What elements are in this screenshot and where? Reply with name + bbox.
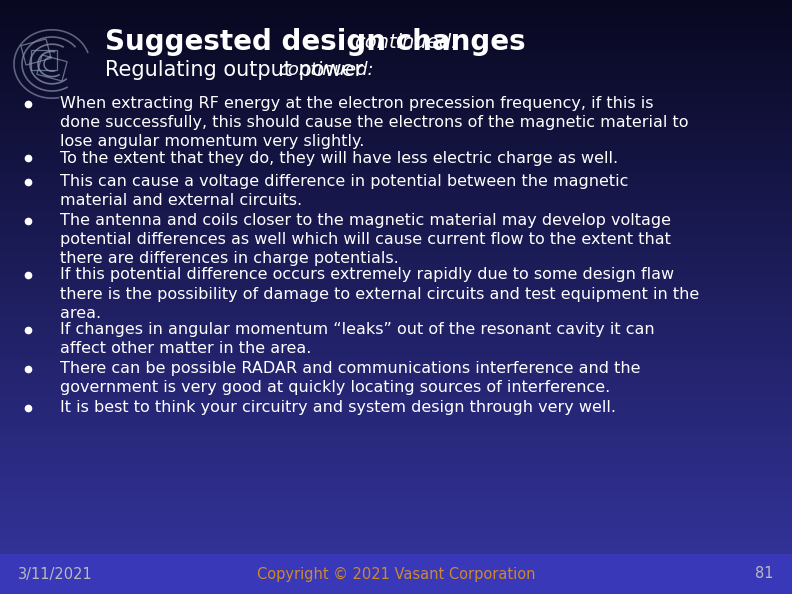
- Text: When extracting RF energy at the electron precession frequency, if this is
done : When extracting RF energy at the electro…: [60, 96, 688, 150]
- Text: Suggested design changes: Suggested design changes: [105, 28, 545, 56]
- Text: To the extent that they do, they will have less electric charge as well.: To the extent that they do, they will ha…: [60, 150, 618, 166]
- Text: There can be possible RADAR and communications interference and the
government i: There can be possible RADAR and communic…: [60, 361, 641, 395]
- Text: 81: 81: [756, 567, 774, 582]
- Bar: [21, 39, 51, 65]
- Text: 3/11/2021: 3/11/2021: [18, 567, 93, 582]
- Bar: [37, 55, 67, 81]
- Text: Regulating output power: Regulating output power: [105, 60, 370, 80]
- Text: It is best to think your circuitry and system design through very well.: It is best to think your circuitry and s…: [60, 400, 616, 415]
- Text: The antenna and coils closer to the magnetic material may develop voltage
potent: The antenna and coils closer to the magn…: [60, 213, 671, 266]
- Text: Copyright © 2021 Vasant Corporation: Copyright © 2021 Vasant Corporation: [257, 567, 535, 582]
- Text: If changes in angular momentum “leaks” out of the resonant cavity it can
affect : If changes in angular momentum “leaks” o…: [60, 322, 655, 356]
- Text: continued:: continued:: [278, 61, 373, 79]
- Text: This can cause a voltage difference in potential between the magnetic
material a: This can cause a voltage difference in p…: [60, 174, 628, 208]
- Bar: [0, 554, 792, 594]
- Bar: [31, 50, 57, 70]
- Text: If this potential difference occurs extremely rapidly due to some design flaw
th: If this potential difference occurs extr…: [60, 267, 699, 321]
- Text: continued:: continued:: [355, 33, 459, 52]
